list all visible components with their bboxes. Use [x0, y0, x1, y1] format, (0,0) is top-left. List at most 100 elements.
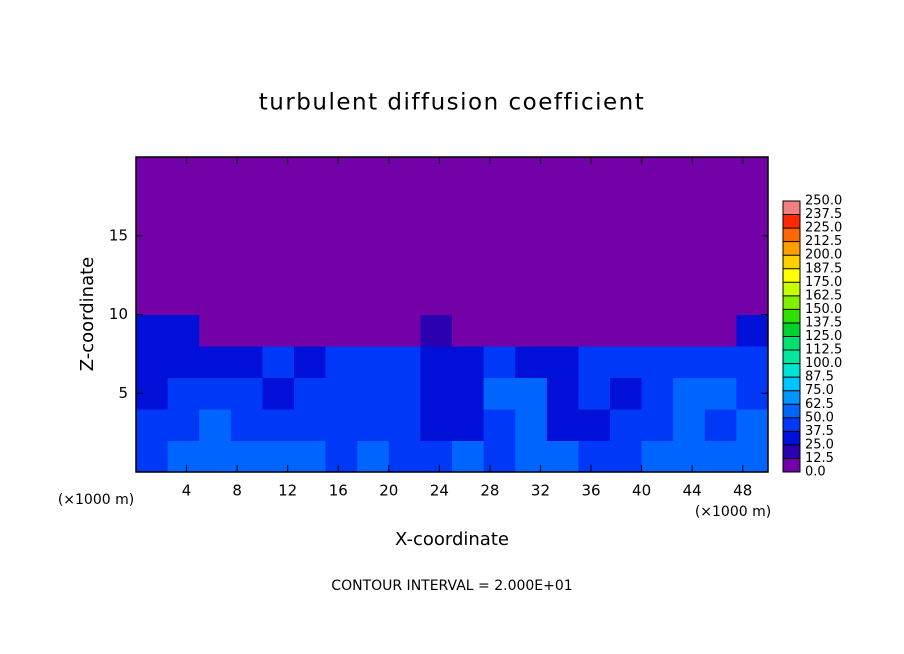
field-cell [167, 251, 200, 284]
colorbar-box [783, 309, 800, 323]
colorbar-label: 25.0 [805, 437, 834, 452]
field-cell [610, 440, 643, 473]
field-cell [673, 314, 706, 347]
field-cell [294, 377, 327, 410]
field-cell [420, 283, 453, 315]
field-cell [546, 314, 579, 347]
field-cell [136, 188, 169, 221]
field-cell [610, 409, 643, 441]
colorbar-label: 112.5 [805, 343, 842, 358]
field-cell [199, 377, 232, 410]
field-cell [704, 251, 737, 284]
field-cell [515, 440, 548, 473]
field-cell [230, 346, 263, 378]
field-cell [294, 157, 327, 189]
field-cell [452, 251, 485, 284]
field-cell [167, 220, 200, 252]
field-cell [452, 346, 485, 378]
field-cell [452, 283, 485, 315]
field-cell [452, 188, 485, 221]
field-cell [262, 314, 295, 347]
field-cell [262, 157, 295, 189]
y-axis-label: Z-coordinate [77, 257, 98, 372]
field-cell [641, 188, 674, 221]
field-cell [610, 346, 643, 378]
x-tick-label: 40 [632, 482, 651, 500]
field-cell [641, 314, 674, 347]
colorbar-label: 62.5 [805, 397, 834, 412]
y-tick-label: 5 [118, 384, 128, 402]
field-cell [230, 220, 263, 252]
field-cell [199, 346, 232, 378]
field-cell [736, 440, 769, 473]
field-cell [610, 314, 643, 347]
x-axis-label: X-coordinate [395, 529, 509, 550]
field-cell [357, 157, 390, 189]
field-cell [641, 283, 674, 315]
field-cell [199, 220, 232, 252]
field-cell [199, 157, 232, 189]
y-unit-label: (×1000 m) [58, 492, 134, 508]
field-cell [230, 440, 263, 473]
colorbar-box [783, 268, 800, 283]
colorbar-label: 200.0 [805, 248, 842, 263]
field-cell [357, 377, 390, 410]
field-cell [515, 157, 548, 189]
field-cell [610, 251, 643, 284]
colorbar-label: 175.0 [805, 275, 842, 290]
field-cell [673, 157, 706, 189]
field-cell [136, 157, 169, 189]
x-tick-label: 20 [379, 482, 398, 500]
field-cell [199, 440, 232, 473]
field-cell [515, 377, 548, 410]
field-cell [704, 220, 737, 252]
field-cell [388, 440, 421, 473]
field-cell [294, 188, 327, 221]
y-tick-label: 15 [109, 226, 128, 244]
field-cell [673, 346, 706, 378]
field-cell [641, 157, 674, 189]
field-cell [515, 251, 548, 284]
field-cell [230, 188, 263, 221]
field-cell [167, 157, 200, 189]
field-cell [420, 346, 453, 378]
field-cell [673, 283, 706, 315]
field-cell [136, 409, 169, 441]
colorbar-label: 237.5 [805, 207, 842, 222]
field-cell [294, 314, 327, 347]
field-cell [388, 377, 421, 410]
field-cell [483, 314, 516, 347]
field-cell [357, 440, 390, 473]
x-tick-label: 48 [733, 482, 752, 500]
colorbar-box [783, 228, 800, 242]
field-cell [641, 377, 674, 410]
field-cell [230, 377, 263, 410]
field-cell [294, 251, 327, 284]
colorbar-box [783, 322, 800, 337]
colorbar-box [783, 431, 800, 445]
field-cell [325, 157, 358, 189]
field-cell [167, 377, 200, 410]
colorbar-box [783, 255, 800, 269]
x-tick-label: 28 [480, 482, 499, 500]
field-cell [483, 283, 516, 315]
field-cell [325, 188, 358, 221]
field-cell [515, 409, 548, 441]
field-cell [262, 409, 295, 441]
field-cell [199, 251, 232, 284]
field-cell [136, 346, 169, 378]
field-cell [388, 157, 421, 189]
field-cell [546, 409, 579, 441]
field-cell [704, 283, 737, 315]
field-cell [483, 251, 516, 284]
field-cell [357, 314, 390, 347]
field-cell [483, 157, 516, 189]
field-cell [136, 251, 169, 284]
field-cell [546, 283, 579, 315]
field-cell [452, 314, 485, 347]
field-cell [483, 409, 516, 441]
field-cell [736, 409, 769, 441]
field-cell [452, 157, 485, 189]
colorbar-box [783, 390, 800, 405]
